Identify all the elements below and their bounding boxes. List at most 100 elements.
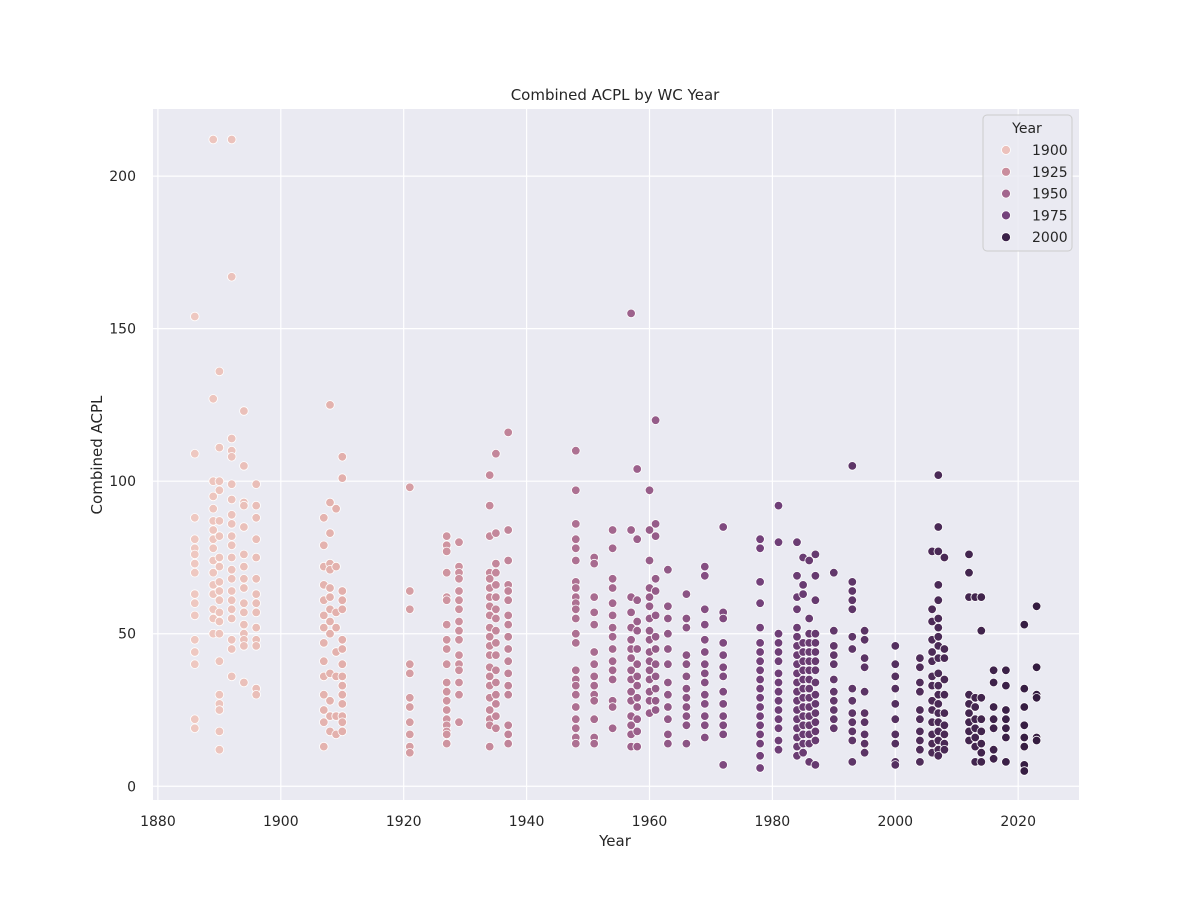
y-tick-label: 50 — [118, 627, 136, 643]
data-point — [650, 659, 661, 669]
data-point — [847, 595, 858, 605]
data-point — [755, 693, 765, 703]
data-point — [1019, 741, 1030, 752]
data-point — [650, 683, 661, 694]
data-point — [829, 568, 839, 578]
y-tick-label: 150 — [109, 322, 136, 338]
data-point — [847, 586, 858, 596]
data-point — [607, 525, 618, 535]
data-point — [933, 668, 944, 679]
data-point — [190, 311, 200, 322]
data-point — [319, 656, 329, 666]
data-point — [337, 671, 348, 682]
data-point — [589, 558, 599, 569]
data-point — [239, 406, 249, 416]
data-point — [890, 699, 901, 709]
data-point — [405, 604, 415, 615]
data-point — [792, 537, 802, 547]
data-point — [571, 629, 581, 639]
data-point — [755, 763, 765, 773]
data-point — [491, 568, 501, 578]
data-point — [491, 723, 501, 734]
data-point — [319, 717, 329, 727]
data-point — [700, 659, 710, 669]
data-point — [718, 638, 728, 648]
legend-marker — [1001, 188, 1011, 199]
data-point — [190, 610, 200, 621]
data-point — [571, 446, 581, 456]
data-point — [933, 470, 944, 480]
data-point — [226, 510, 237, 520]
data-point — [810, 629, 821, 639]
data-point — [626, 525, 636, 535]
data-point — [503, 729, 513, 740]
data-point — [491, 711, 501, 721]
y-tick-labels: 0 50 100 150 200 — [109, 169, 136, 795]
data-point — [208, 525, 218, 535]
data-point — [915, 662, 925, 673]
data-point — [251, 552, 261, 563]
data-point — [503, 427, 513, 438]
data-point — [718, 720, 728, 731]
data-point — [650, 574, 661, 584]
data-point — [890, 738, 901, 749]
data-point — [700, 699, 710, 709]
data-point — [607, 583, 618, 593]
data-point — [718, 729, 728, 740]
data-point — [650, 610, 661, 621]
legend-marker — [1001, 166, 1011, 177]
data-point — [485, 500, 495, 511]
data-point — [829, 674, 839, 685]
data-point — [607, 622, 618, 633]
data-point — [251, 500, 261, 511]
data-point — [718, 662, 728, 673]
data-point — [251, 589, 261, 599]
data-point — [773, 668, 784, 679]
data-point — [226, 574, 237, 584]
data-point — [976, 757, 987, 767]
data-point — [454, 626, 464, 636]
data-point — [503, 525, 513, 535]
data-point — [325, 696, 335, 706]
data-point — [405, 702, 415, 712]
data-point — [239, 583, 249, 593]
data-point — [331, 622, 341, 633]
data-point — [988, 665, 999, 676]
data-point — [890, 683, 901, 694]
data-point — [976, 726, 987, 737]
data-point — [214, 629, 225, 639]
data-point — [681, 683, 692, 694]
data-point — [773, 723, 784, 734]
data-point — [325, 616, 335, 627]
data-point — [933, 751, 944, 761]
data-point — [454, 665, 464, 676]
data-point — [485, 574, 495, 584]
data-point — [1001, 665, 1011, 676]
data-point — [988, 754, 999, 764]
data-point — [681, 738, 692, 749]
legend: Year 1900 1925 1950 1975 2000 — [982, 114, 1073, 252]
data-point — [988, 677, 999, 688]
data-point — [632, 616, 642, 627]
data-point — [650, 644, 661, 654]
data-point — [251, 690, 261, 700]
data-point — [405, 586, 415, 596]
data-point — [239, 500, 249, 511]
data-point — [1019, 683, 1030, 694]
data-point — [632, 464, 642, 474]
data-point — [915, 687, 925, 697]
data-point — [251, 479, 261, 489]
data-point — [214, 607, 225, 618]
data-point — [847, 461, 858, 471]
data-point — [607, 674, 618, 685]
data-point — [650, 705, 661, 715]
data-point — [337, 473, 348, 483]
data-point — [718, 613, 728, 624]
data-point — [755, 622, 765, 633]
data-point — [755, 665, 765, 676]
data-point — [503, 668, 513, 679]
data-point — [503, 586, 513, 596]
data-point — [663, 677, 673, 688]
x-tick-label: 2020 — [1000, 814, 1036, 830]
data-point — [829, 723, 839, 734]
